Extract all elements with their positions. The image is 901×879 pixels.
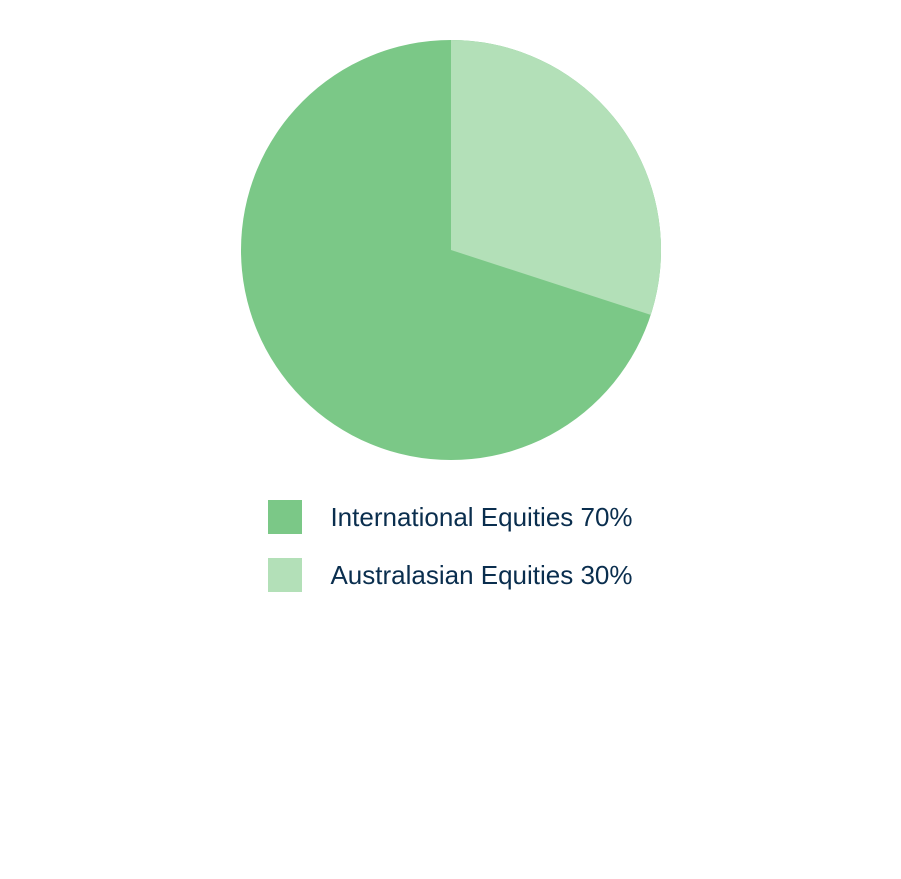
legend-label: Australasian Equities 30% [330,560,632,591]
legend-item: International Equities 70% [268,500,632,534]
legend-swatch [268,500,302,534]
legend-swatch [268,558,302,592]
legend-label: International Equities 70% [330,502,632,533]
legend: International Equities 70% Australasian … [268,500,632,592]
legend-item: Australasian Equities 30% [268,558,632,592]
pie-chart [231,30,671,470]
